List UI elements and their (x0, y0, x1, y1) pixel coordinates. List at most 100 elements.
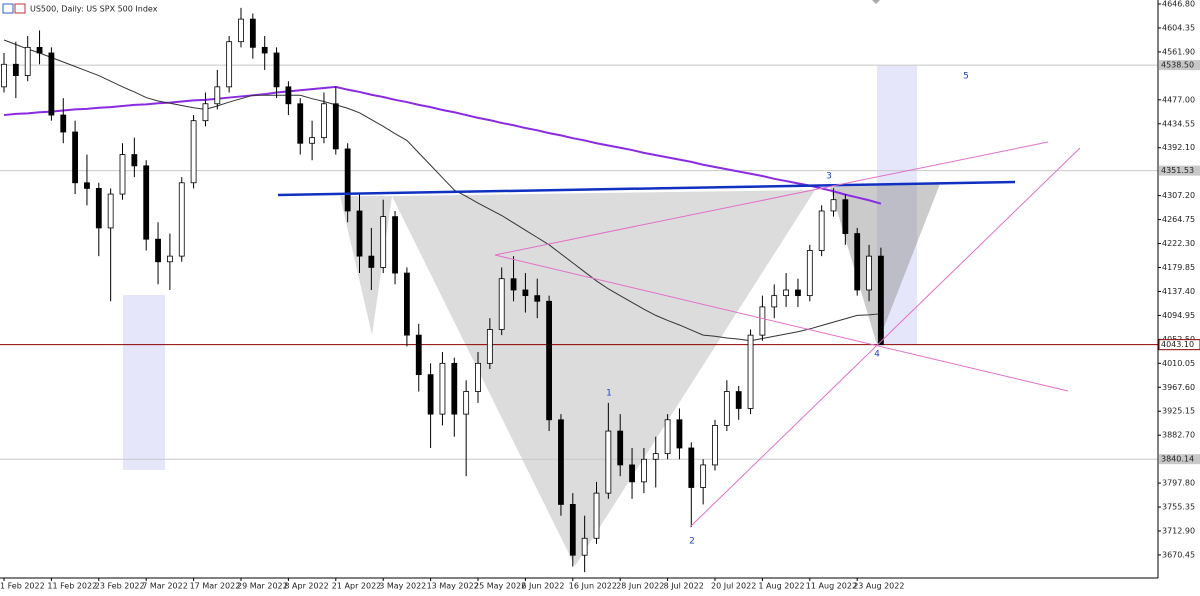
y-tick-label: 3882.70 (1162, 431, 1195, 440)
wave-label: 3 (826, 172, 832, 182)
candle-body (249, 18, 256, 48)
candle-body (261, 46, 268, 54)
candle-body (131, 154, 138, 167)
wave-label: 5 (963, 72, 969, 82)
level-label: 4538.50 (1161, 61, 1194, 70)
y-tick-label: 3797.80 (1162, 479, 1195, 488)
icon (14, 3, 26, 14)
candle-body (700, 464, 707, 488)
x-tick-label: 23 Aug 2022 (853, 582, 904, 591)
plot (1, 7, 884, 573)
candle-body (463, 391, 470, 415)
candle-body (795, 289, 801, 297)
candle-body (747, 334, 754, 409)
candle-body (238, 18, 244, 43)
y-tick-label: 3712.90 (1162, 526, 1195, 535)
x-tick-label: 16 Jun 2022 (569, 582, 617, 591)
trendline (689, 147, 1081, 528)
candle-body (569, 504, 576, 556)
candle-body (36, 46, 43, 54)
candle-body (629, 464, 635, 483)
candle-body (759, 306, 766, 336)
y-tick-label: 4094.95 (1162, 311, 1195, 320)
candle-body (830, 199, 837, 212)
x-tick-label: 1 Feb 2022 (0, 582, 45, 591)
candle-body (522, 289, 529, 297)
candle-body (72, 131, 78, 184)
candle-body (498, 278, 505, 330)
candle-body (344, 148, 351, 212)
candle-body (427, 374, 434, 415)
trendlines (277, 141, 1081, 528)
level-label: 4043.10 (1161, 340, 1194, 349)
trendline (494, 141, 1049, 256)
y-tick-label: 3670.45 (1162, 550, 1195, 559)
x-tick-label: 23 Feb 2022 (95, 582, 145, 591)
candle-body (285, 86, 292, 105)
y-tick-label: 4179.85 (1162, 263, 1195, 272)
x-tick-label: 25 May 2022 (474, 582, 526, 591)
x-tick-label: 11 Feb 2022 (47, 582, 97, 591)
candle-body (664, 419, 671, 455)
y-tick-label: 4222.30 (1162, 239, 1195, 248)
x-tick-label: 17 Mar 2022 (190, 582, 241, 591)
candle-body (226, 41, 233, 88)
candle-body (1, 63, 7, 88)
icon (2, 3, 14, 14)
candle-body (510, 278, 517, 291)
neckline (277, 180, 1016, 197)
candle-body (723, 391, 730, 426)
candle-body (439, 362, 446, 415)
x-tick-label: 28 Jun 2022 (616, 582, 664, 591)
candle-body (818, 210, 825, 251)
shaded-triangle (830, 184, 940, 345)
x-tick-label: 6 Jun 2022 (521, 582, 564, 591)
moving-average (3, 85, 882, 205)
y-tick-label: 4307.20 (1162, 191, 1195, 200)
candle-body (676, 419, 683, 449)
candle-body (332, 103, 339, 150)
annotations: 1 2 3 4 5 (606, 72, 969, 547)
candle-body (854, 233, 861, 291)
highlight-box (123, 295, 165, 470)
candle-body (415, 334, 422, 376)
candle-body (190, 120, 197, 184)
level-label-box (1159, 454, 1200, 465)
x-tick-label: 21 Apr 2022 (332, 582, 381, 591)
candle-body (166, 255, 173, 263)
candle-body (534, 295, 541, 302)
candle-body (321, 103, 327, 139)
candle-body (119, 154, 126, 195)
candle-body (712, 425, 718, 466)
candle-body (368, 255, 375, 268)
shaded-triangle (340, 196, 392, 335)
candle-body (475, 362, 481, 392)
y-tick-label: 4646.80 (1162, 0, 1195, 9)
candle-body (380, 216, 387, 268)
candle-body (735, 391, 742, 409)
candle-body (617, 430, 624, 466)
candle-body (48, 52, 55, 116)
y-tick-label: 4561.90 (1162, 47, 1195, 56)
y-tick-label: 3925.15 (1162, 407, 1195, 416)
y-tick-label: 3967.60 (1162, 383, 1195, 392)
candle-body (297, 103, 304, 144)
candle-body (273, 52, 280, 88)
y-tick-label: 3755.35 (1162, 503, 1195, 512)
y-tick-label: 4434.55 (1162, 119, 1195, 128)
candle-body (652, 453, 659, 460)
x-tick-label: 20 Jul 2022 (711, 582, 756, 591)
level-label-box (1159, 165, 1200, 176)
candle-body (581, 537, 588, 556)
candle-body (178, 182, 185, 257)
candle-body (771, 295, 778, 308)
x-tick-label: 8 Jul 2022 (664, 582, 704, 591)
trendline (494, 254, 1069, 392)
candle-body (605, 430, 612, 494)
candle-body (60, 114, 67, 133)
x-tick-label: 13 May 2022 (427, 582, 479, 591)
candle-body (356, 210, 363, 257)
candle-body (641, 458, 647, 483)
marker (872, 0, 880, 4)
pattern-shading (340, 184, 940, 566)
